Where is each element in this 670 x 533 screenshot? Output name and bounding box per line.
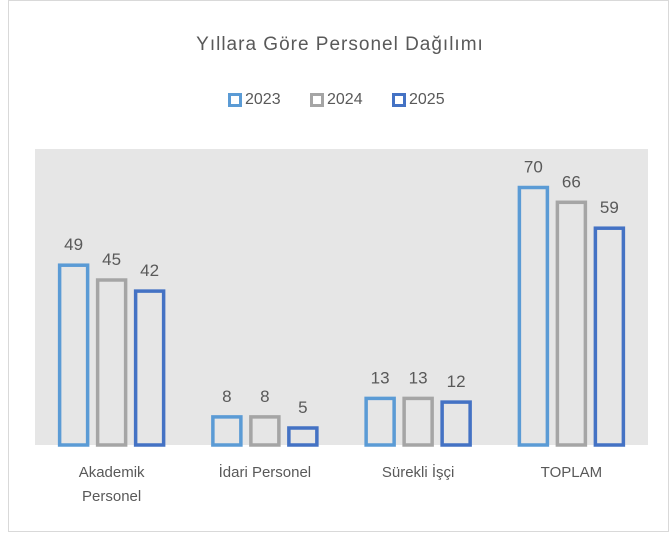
data-label: 13 [409, 368, 428, 387]
legend-label: 2024 [327, 91, 363, 108]
data-label: 59 [600, 198, 619, 217]
data-label: 70 [524, 157, 543, 176]
chart-title: Yıllara Göre Personel Dağılımı [196, 34, 484, 55]
data-label: 12 [447, 372, 466, 391]
bar [517, 185, 550, 447]
bar [593, 226, 626, 447]
x-tick-label: Akademik Personel [78, 464, 145, 505]
bar [364, 396, 396, 447]
bar [402, 396, 434, 447]
x-tick-label-box: Sürekli İşçi [381, 464, 455, 481]
bar [95, 278, 128, 447]
legend-marker [310, 93, 324, 107]
bar [555, 200, 588, 447]
x-tick-label: Sürekli İşçi [381, 464, 455, 481]
bar [57, 263, 90, 447]
legend-marker [392, 93, 406, 107]
legend-marker [228, 93, 242, 107]
x-tick-label: TOPLAM [540, 464, 603, 481]
bar [249, 415, 281, 447]
bar [440, 400, 472, 447]
x-tick-label: İdari Personel [218, 464, 312, 481]
data-label: 42 [140, 261, 159, 280]
legend-label: 2023 [245, 91, 281, 108]
bar [133, 289, 166, 447]
data-label: 8 [260, 387, 269, 406]
data-label: 13 [371, 368, 390, 387]
x-tick-label-box: TOPLAM [540, 464, 603, 481]
x-tick-label-box: Akademik Personel [78, 464, 145, 505]
data-label: 49 [64, 235, 83, 254]
data-label: 66 [562, 172, 581, 191]
x-tick-label-box: İdari Personel [218, 464, 312, 481]
bar [211, 415, 243, 447]
data-label: 5 [298, 398, 307, 417]
bar [287, 426, 319, 447]
legend-label: 2025 [409, 91, 445, 108]
data-label: 8 [222, 387, 231, 406]
data-label: 45 [102, 250, 121, 269]
